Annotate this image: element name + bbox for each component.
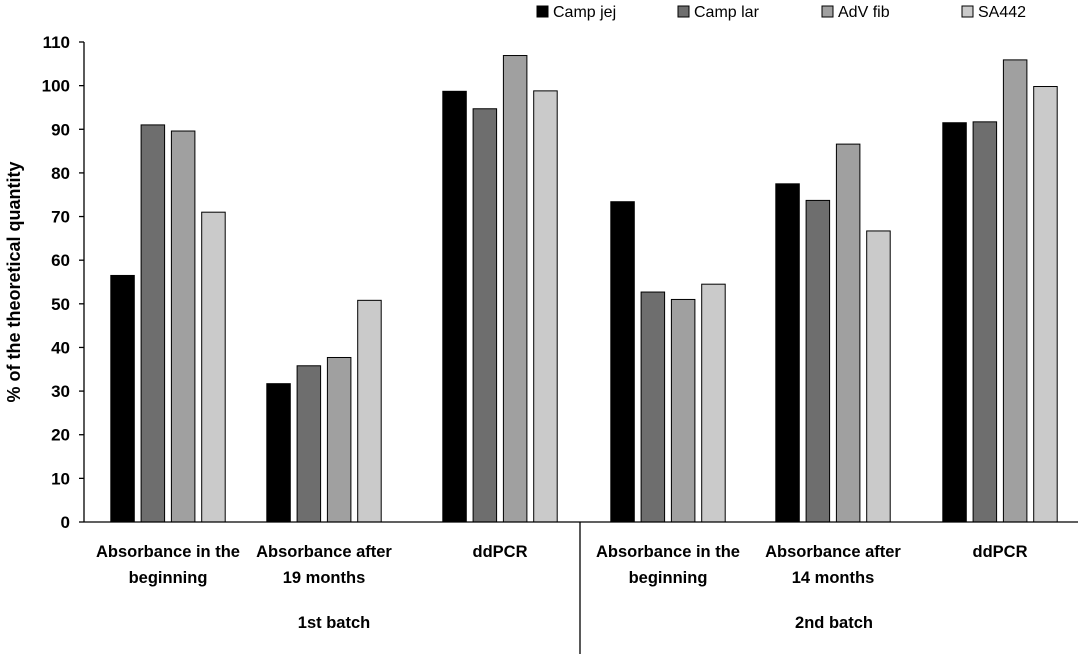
legend-swatch-1 [677, 5, 690, 18]
bar-adv-fib-5 [1002, 59, 1028, 523]
bar-adv-fib-0 [170, 130, 196, 523]
legend-label-0: Camp jej [553, 4, 616, 21]
bar-camp-jej-1 [266, 383, 291, 523]
bar-adv-fib-1 [326, 356, 352, 523]
legend-label-2: AdV fib [838, 4, 890, 21]
x-category-label-5: ddPCR [973, 543, 1028, 561]
y-tick-label-7: 70 [51, 208, 70, 227]
bar-adv-fib-2 [502, 55, 528, 523]
y-tick-label-1: 10 [51, 469, 70, 488]
y-tick-label-6: 60 [51, 251, 70, 270]
legend-swatch-3 [961, 5, 974, 18]
y-tick-label-2: 20 [51, 426, 70, 445]
bar-sa442-1 [357, 299, 382, 523]
y-tick-label-4: 40 [51, 338, 70, 357]
bar-adv-fib-4 [835, 143, 861, 523]
legend-swatch-2 [821, 5, 834, 18]
bar-adv-fib-3 [670, 298, 696, 523]
x-category-label-3: Absorbance in the beginning [596, 543, 740, 587]
y-tick-label-10: 100 [42, 77, 70, 96]
x-category-label-4: Absorbance after 14 months [765, 543, 901, 587]
group-label-0: 1st batch [298, 614, 370, 632]
bar-camp-jej-4 [775, 183, 800, 523]
group-label-1: 2nd batch [795, 614, 873, 632]
y-tick-label-9: 90 [51, 120, 70, 139]
bar-camp-lar-4 [805, 199, 831, 523]
x-category-label-4-line-0: Absorbance after [765, 543, 901, 561]
y-tick-label-3: 30 [51, 382, 70, 401]
x-category-label-0-line-1: beginning [129, 569, 208, 587]
x-category-label-2: ddPCR [473, 543, 528, 561]
bar-camp-lar-3 [640, 291, 666, 523]
bar-camp-lar-0 [140, 124, 166, 523]
x-category-label-1-line-0: Absorbance after [256, 543, 392, 561]
y-tick-label-11: 110 [43, 33, 70, 52]
bar-sa442-3 [701, 283, 726, 523]
bar-sa442-0 [201, 211, 226, 523]
x-category-label-3-line-1: beginning [629, 569, 708, 587]
bar-camp-jej-5 [942, 122, 967, 523]
bar-sa442-4 [866, 230, 891, 523]
x-category-label-4-line-1: 14 months [792, 569, 875, 587]
x-category-label-0: Absorbance in the beginning [96, 543, 240, 587]
bar-camp-lar-5 [972, 121, 998, 523]
x-category-label-5-line-0: ddPCR [973, 543, 1028, 561]
bar-camp-jej-2 [442, 90, 467, 523]
bar-sa442-2 [533, 90, 558, 523]
y-tick-label-0: 0 [61, 513, 70, 532]
x-category-label-0-line-0: Absorbance in the [96, 543, 240, 561]
y-axis-title: % of the theoretical quantity [4, 161, 24, 402]
bar-camp-jej-0 [110, 274, 135, 523]
bar-camp-lar-1 [296, 365, 322, 523]
bar-camp-jej-3 [610, 201, 635, 523]
y-tick-label-8: 80 [51, 164, 70, 183]
legend-label-1: Camp lar [694, 4, 760, 21]
y-tick-label-5: 50 [51, 295, 70, 314]
bar-camp-lar-2 [472, 108, 498, 523]
legend-label-3: SA442 [978, 4, 1026, 21]
bar-sa442-5 [1033, 86, 1058, 523]
x-category-label-1: Absorbance after 19 months [256, 543, 392, 587]
x-category-label-2-line-0: ddPCR [473, 543, 528, 561]
x-category-label-1-line-1: 19 months [283, 569, 366, 587]
legend-swatch-0 [536, 5, 549, 18]
x-category-label-3-line-0: Absorbance in the [596, 543, 740, 561]
